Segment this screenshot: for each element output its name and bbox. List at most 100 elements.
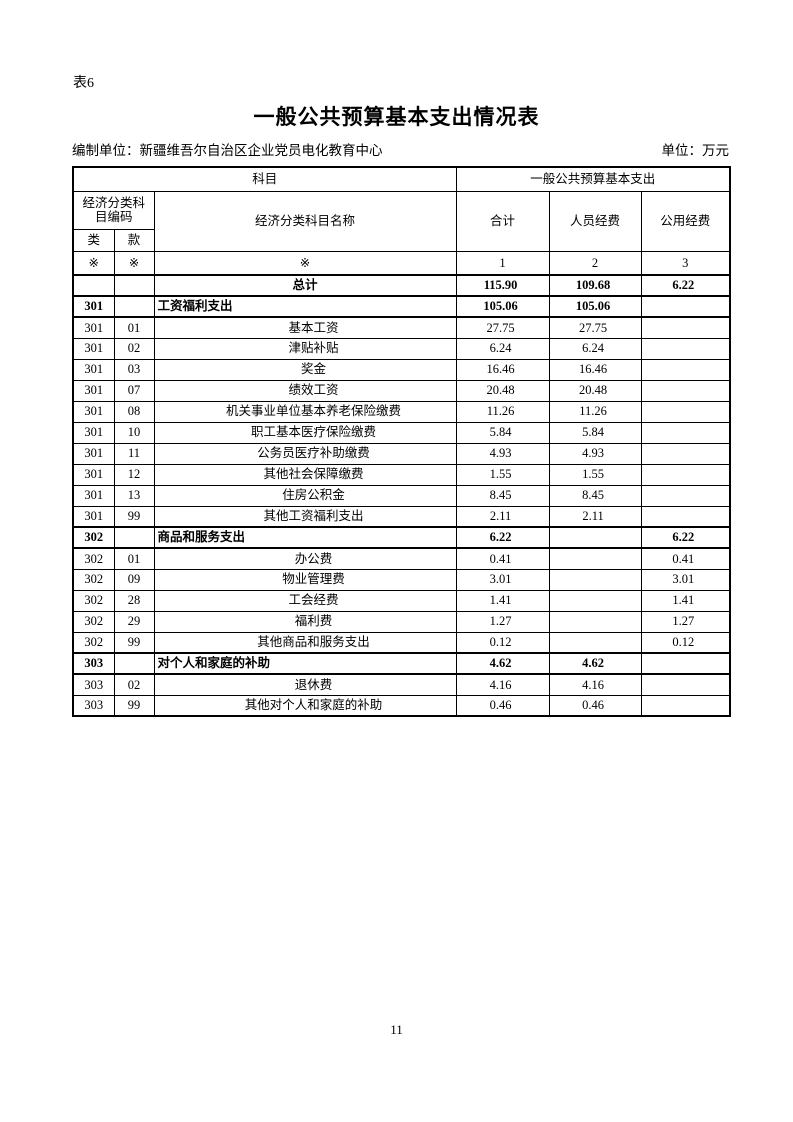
row-subject-name: 住房公积金 <box>153 484 457 507</box>
row-subject-name: 绩效工资 <box>153 379 457 402</box>
row-subject-name: 总计 <box>153 274 457 297</box>
table-row: 301 01 基本工资 27.75 27.75 <box>72 316 731 339</box>
header-code-group: 经济分类科目编码 <box>72 190 155 230</box>
row-section-code: 09 <box>113 568 155 591</box>
row-section-code: 01 <box>113 547 155 570</box>
row-personnel-value: 5.84 <box>548 421 642 444</box>
row-total-value: 115.90 <box>455 274 550 297</box>
row-total-value: 0.12 <box>455 631 550 654</box>
row-subject-name: 津贴补贴 <box>153 337 457 360</box>
table-row: 301 12 其他社会保障缴费 1.55 1.55 <box>72 463 731 486</box>
row-personnel-value: 11.26 <box>548 400 642 423</box>
row-total-value: 8.45 <box>455 484 550 507</box>
row-personnel-value <box>548 526 642 549</box>
row-subject-name: 工资福利支出 <box>153 295 457 318</box>
row-subject-name: 其他社会保障缴费 <box>153 463 457 486</box>
row-section-code: 13 <box>113 484 155 507</box>
table-body: 总计 115.90 109.68 6.22 301 工资福利支出 105.06 105.06 3… <box>72 274 731 717</box>
row-class-code: 301 <box>72 400 115 423</box>
row-public-value <box>640 295 731 318</box>
table-row: 301 08 机关事业单位基本养老保险缴费 11.26 11.26 <box>72 400 731 423</box>
row-total-value: 1.27 <box>455 610 550 633</box>
row-personnel-value: 105.06 <box>548 295 642 318</box>
row-total-value: 20.48 <box>455 379 550 402</box>
table-row: 302 01 办公费 0.41 0.41 <box>72 547 731 570</box>
row-subject-name: 其他工资福利支出 <box>153 505 457 528</box>
row-public-value <box>640 442 731 465</box>
row-public-value <box>640 358 731 381</box>
ref-total: 1 <box>455 250 550 276</box>
row-public-value: 3.01 <box>640 568 731 591</box>
table-row: 303 对个人和家庭的补助 4.62 4.62 <box>72 652 731 675</box>
row-class-code: 303 <box>72 673 115 696</box>
row-class-code: 301 <box>72 463 115 486</box>
row-subject-name: 奖金 <box>153 358 457 381</box>
row-section-code: 08 <box>113 400 155 423</box>
row-total-value: 4.16 <box>455 673 550 696</box>
row-class-code: 303 <box>72 694 115 717</box>
row-personnel-value: 8.45 <box>548 484 642 507</box>
row-section-code: 01 <box>113 316 155 339</box>
budget-table: 科目 一般公共预算基本支出 经济分类科目编码 经济分类科目名称 合计 人员经费 … <box>72 166 732 717</box>
row-total-value: 0.46 <box>455 694 550 717</box>
sheet-label: 表6 <box>73 76 94 91</box>
row-class-code: 301 <box>72 295 115 318</box>
row-section-code <box>113 526 155 549</box>
row-section-code <box>113 652 155 675</box>
row-personnel-value: 4.62 <box>548 652 642 675</box>
row-section-code: 02 <box>113 673 155 696</box>
table-row: 302 09 物业管理费 3.01 3.01 <box>72 568 731 591</box>
row-public-value <box>640 484 731 507</box>
table-row: 302 29 福利费 1.27 1.27 <box>72 610 731 633</box>
row-class-code: 302 <box>72 589 115 612</box>
row-personnel-value: 2.11 <box>548 505 642 528</box>
table-row: 301 11 公务员医疗补助缴费 4.93 4.93 <box>72 442 731 465</box>
row-section-code: 07 <box>113 379 155 402</box>
row-personnel-value: 20.48 <box>548 379 642 402</box>
table-row: 302 28 工会经费 1.41 1.41 <box>72 589 731 612</box>
header-reference-row: ※ ※ ※ 1 2 3 <box>72 250 731 276</box>
row-total-value: 0.41 <box>455 547 550 570</box>
row-section-code <box>113 295 155 318</box>
row-personnel-value <box>548 568 642 591</box>
row-class-code <box>72 274 115 297</box>
row-subject-name: 福利费 <box>153 610 457 633</box>
row-total-value: 5.84 <box>455 421 550 444</box>
row-subject-name: 公务员医疗补助缴费 <box>153 442 457 465</box>
row-section-code: 12 <box>113 463 155 486</box>
header-personnel-column: 人员经费 <box>548 190 642 252</box>
row-section-code: 29 <box>113 610 155 633</box>
row-public-value <box>640 421 731 444</box>
row-class-code: 301 <box>72 442 115 465</box>
row-personnel-value: 0.46 <box>548 694 642 717</box>
header-total-column: 合计 <box>455 190 550 252</box>
row-personnel-value <box>548 631 642 654</box>
table-header: 科目 一般公共预算基本支出 经济分类科目编码 经济分类科目名称 合计 人员经费 … <box>72 166 731 276</box>
row-public-value <box>640 652 731 675</box>
header-budget-group: 一般公共预算基本支出 <box>455 166 731 192</box>
row-public-value: 0.41 <box>640 547 731 570</box>
row-personnel-value: 1.55 <box>548 463 642 486</box>
ref-class: ※ <box>72 250 115 276</box>
row-class-code: 301 <box>72 484 115 507</box>
row-total-value: 27.75 <box>455 316 550 339</box>
row-public-value <box>640 463 731 486</box>
row-section-code: 99 <box>113 631 155 654</box>
row-subject-name: 基本工资 <box>153 316 457 339</box>
ref-section: ※ <box>113 250 155 276</box>
row-class-code: 301 <box>72 379 115 402</box>
row-class-code: 301 <box>72 337 115 360</box>
header-section-column: 款 <box>113 228 155 252</box>
page-title: 一般公共预算基本支出情况表 <box>253 106 540 129</box>
row-public-value <box>640 505 731 528</box>
row-section-code: 02 <box>113 337 155 360</box>
row-subject-name: 职工基本医疗保险缴费 <box>153 421 457 444</box>
header-columns-row: 经济分类科目编码 经济分类科目名称 合计 人员经费 公用经费 <box>72 190 731 252</box>
ref-public: 3 <box>640 250 731 276</box>
row-subject-name: 对个人和家庭的补助 <box>153 652 457 675</box>
row-public-value <box>640 694 731 717</box>
row-total-value: 3.01 <box>455 568 550 591</box>
row-class-code: 301 <box>72 358 115 381</box>
row-subject-name: 物业管理费 <box>153 568 457 591</box>
